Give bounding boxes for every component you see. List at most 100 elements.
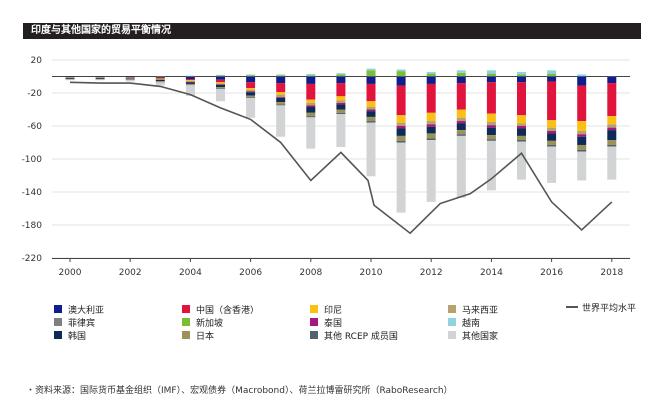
y-tick-label: 20 — [31, 56, 43, 66]
bar-segment — [486, 76, 496, 77]
bar-segment — [306, 105, 316, 108]
bar-segment — [336, 112, 346, 115]
bar-segment — [125, 78, 135, 79]
bar-segment — [276, 104, 286, 106]
bar-segment — [276, 74, 286, 76]
legend-label: 新加坡 — [196, 318, 224, 329]
x-tick-label: 2012 — [420, 268, 443, 278]
bar-segment — [276, 97, 286, 103]
bar-segment — [336, 102, 346, 105]
bar-segment — [366, 109, 376, 112]
bar-segment — [577, 134, 587, 137]
bar-segment — [486, 70, 496, 74]
legend-label: 世界平均水平 — [582, 303, 637, 314]
bar-segment — [426, 83, 436, 113]
bar-segment — [276, 94, 286, 98]
bar-segment — [426, 76, 436, 77]
bar-segment — [456, 117, 466, 122]
bar-segment — [65, 77, 75, 79]
bar-segment — [547, 127, 557, 131]
bar-segment — [426, 138, 436, 141]
bar-segment — [125, 79, 135, 82]
y-tick-label: -220 — [22, 254, 43, 264]
x-tick-label: 2006 — [239, 268, 262, 278]
bar-segment — [306, 74, 316, 76]
legend-label: 其他国家 — [462, 331, 499, 342]
bar-segment — [336, 96, 346, 101]
bar-segment — [366, 111, 376, 117]
bar-segment — [396, 69, 406, 72]
bar-segment — [185, 85, 195, 96]
bar-segment — [246, 74, 256, 76]
bar-segment — [456, 130, 466, 135]
x-tick-label: 2014 — [480, 268, 503, 278]
bar-segment — [396, 128, 406, 136]
bar-segment — [517, 141, 526, 180]
bar-segment — [306, 116, 316, 118]
legend-item: 越南 — [448, 316, 481, 329]
bar-segment — [246, 75, 256, 77]
bar-segment — [547, 130, 557, 134]
bar-segment — [426, 140, 436, 202]
legend-swatch — [54, 331, 62, 339]
legend-swatch — [182, 305, 190, 313]
bar-segment — [155, 81, 165, 82]
bar-segment — [396, 140, 406, 143]
bar-segment — [577, 76, 587, 77]
bar-segment — [486, 127, 496, 136]
bar-segment — [366, 83, 376, 102]
bar-segment — [396, 85, 406, 116]
bar-segment — [426, 76, 436, 84]
bar-segment — [306, 76, 316, 77]
bar-segment — [125, 76, 135, 78]
bar-segment — [155, 76, 165, 78]
bar-segment — [185, 82, 195, 84]
bar-segment — [366, 116, 376, 122]
bar-segment — [185, 76, 195, 79]
legend-swatch — [54, 318, 62, 326]
bar-segment — [456, 76, 466, 84]
bar-segment — [607, 76, 617, 77]
bar-segment — [246, 88, 256, 90]
bar-segment — [426, 126, 436, 134]
legend-label: 马来西亚 — [462, 305, 499, 316]
legend-label: 澳大利亚 — [68, 305, 105, 316]
legend-swatch — [310, 318, 318, 326]
bar-segment — [486, 121, 496, 126]
legend-item: 新加坡 — [182, 316, 224, 329]
bar-segment — [607, 83, 617, 117]
bar-segment — [276, 105, 286, 137]
bar-segment — [276, 76, 286, 77]
y-tick-label: -180 — [22, 221, 43, 231]
legend-label: 越南 — [462, 318, 481, 329]
bar-segment — [547, 76, 557, 82]
chart-title: 印度与其他国家的贸易平衡情况 — [23, 23, 641, 39]
bar-segment — [185, 78, 195, 81]
bar-segment — [336, 100, 346, 103]
bar-segment — [276, 75, 286, 77]
legend-label: 韩国 — [68, 331, 87, 342]
legend-swatch — [182, 318, 190, 326]
bar-segment — [216, 82, 225, 84]
y-tick-label: -140 — [22, 188, 43, 198]
legend-swatch — [310, 331, 318, 339]
bar-segment — [517, 140, 526, 142]
bar-segment — [577, 121, 587, 131]
bar-segment — [65, 78, 75, 79]
bar-segment — [155, 77, 165, 79]
bar-segment — [155, 78, 165, 80]
bar-segment — [486, 125, 496, 128]
bar-segment — [246, 76, 256, 77]
bar-segment — [577, 74, 587, 77]
bar-segment — [426, 124, 436, 127]
bar-segment — [216, 79, 225, 83]
legend-item: 韩国 — [54, 329, 87, 342]
bar-segment — [65, 76, 75, 78]
legend-swatch — [448, 305, 456, 313]
bar-segment — [306, 117, 316, 149]
bar-segment — [336, 83, 346, 97]
bar-segment — [517, 76, 526, 83]
bar-segment — [95, 76, 105, 78]
bar-segment — [456, 72, 466, 77]
